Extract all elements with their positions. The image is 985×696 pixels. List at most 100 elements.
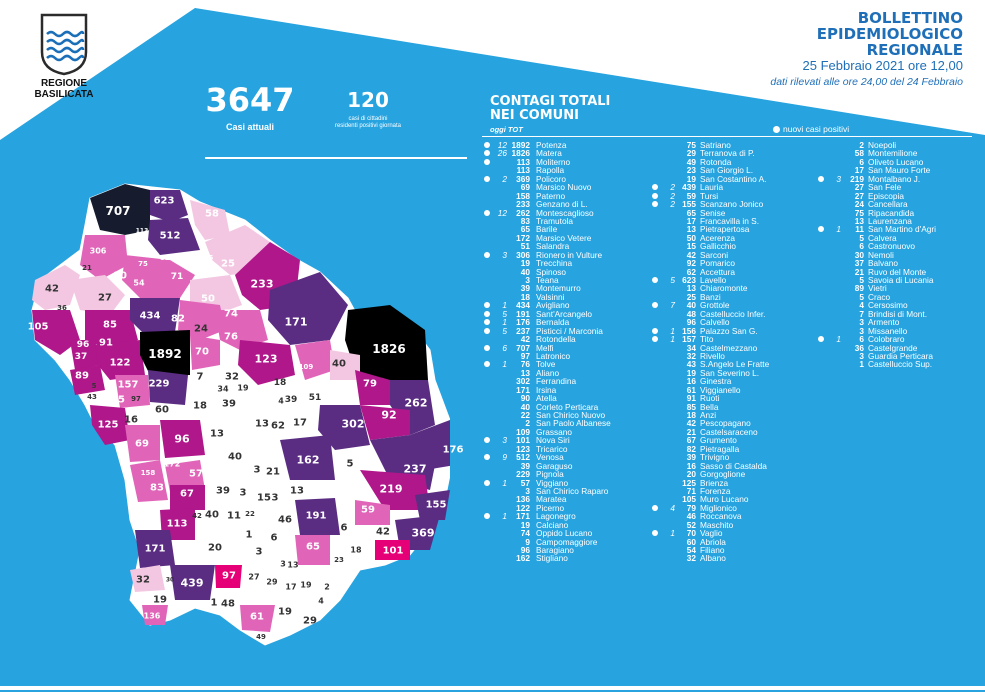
total-cases-value: 369 bbox=[516, 173, 530, 184]
total-cases-value: 75 bbox=[854, 207, 864, 218]
municipality-name: Viggianello bbox=[700, 384, 741, 395]
municipality-name: Teana bbox=[536, 275, 559, 285]
municipality-name: Pisticci / Marconia bbox=[536, 325, 603, 336]
municipality-row: 90 Atella bbox=[484, 394, 654, 403]
total-cases-value: 51 bbox=[520, 241, 530, 252]
total-cases-value: 49 bbox=[686, 156, 696, 167]
municipality-row: 20 Gorgoglione bbox=[652, 470, 822, 479]
map-case-count: 60 bbox=[155, 404, 169, 416]
municipality-row: 3 Armento bbox=[818, 318, 985, 327]
total-cases-value: 155 bbox=[682, 199, 696, 210]
total-cases-value: 27 bbox=[854, 182, 864, 193]
new-case-dot-icon bbox=[652, 530, 658, 537]
new-positives-stat: 120 casi di cittadini residenti positivi… bbox=[318, 88, 418, 130]
map-case-count: 51 bbox=[308, 393, 322, 403]
municipality-row: 1 171 Lagonegro bbox=[484, 512, 654, 521]
municipality-row: 5 191 Sant'Arcangelo bbox=[484, 309, 654, 318]
map-case-count: 2 bbox=[324, 582, 330, 592]
total-cases-value: 39 bbox=[686, 452, 696, 463]
total-cases-value: 82 bbox=[686, 443, 696, 454]
map-case-count: 19 bbox=[237, 383, 249, 393]
region-name: REGIONE BASILICATA bbox=[14, 78, 114, 100]
municipality-row: 40 Spinoso bbox=[484, 266, 654, 277]
municipality-name: Montemurro bbox=[536, 283, 581, 294]
map-case-count: 18 bbox=[273, 378, 287, 388]
total-cases-value: 52 bbox=[686, 519, 696, 530]
total-cases-value: 6 bbox=[859, 334, 864, 345]
total-cases-value: 42 bbox=[686, 418, 696, 429]
total-cases-value: 40 bbox=[520, 401, 530, 412]
municipality-name: Rivello bbox=[700, 350, 725, 361]
new-case-dot-icon bbox=[484, 158, 490, 165]
coat-of-arms-icon bbox=[40, 13, 88, 76]
municipality-row: 1 6 Colobraro bbox=[818, 334, 985, 345]
municipality-name: Montescaglioso bbox=[536, 207, 594, 218]
map-case-count: 109 bbox=[298, 363, 314, 371]
total-cases-value: 13 bbox=[686, 224, 696, 235]
municipality-name: Stigliano bbox=[536, 553, 568, 564]
map-svg bbox=[31, 183, 456, 646]
legend: nuovi casi positivi bbox=[773, 124, 849, 134]
municipality-name: Picerno bbox=[536, 502, 565, 513]
municipality-name: Grottole bbox=[700, 300, 730, 311]
municipality-row: 37 Balvano bbox=[818, 259, 985, 268]
total-cases-value: 623 bbox=[682, 275, 696, 285]
municipality-row: 2 155 Scanzano Jonico bbox=[652, 199, 822, 210]
total-cases-value: 40 bbox=[520, 266, 530, 277]
municipality-row: 18 Anzi bbox=[652, 410, 822, 420]
map-case-count: 39 bbox=[216, 485, 230, 497]
map-case-count: 27 bbox=[98, 292, 112, 304]
total-cases-value: 65 bbox=[686, 207, 696, 218]
map-case-count: 136 bbox=[143, 611, 161, 621]
total-cases-value: 17 bbox=[686, 215, 696, 226]
municipality-name: Vietri bbox=[868, 283, 887, 294]
municipality-row: 75 Ripacandida bbox=[818, 207, 985, 218]
total-cases-value: 42 bbox=[520, 334, 530, 345]
municipality-row: 49 Rotonda bbox=[652, 156, 822, 167]
municipality-name: Palazzo San G. bbox=[700, 325, 758, 336]
municipality-row: 3 San Chirico Raparo bbox=[484, 486, 654, 495]
municipality-row: 7 Brindisi di Mont. bbox=[818, 309, 985, 318]
municipality-name: Rotondella bbox=[536, 334, 576, 345]
map-case-count: 61 bbox=[250, 611, 264, 623]
municipality-row: 1 176 Bernalda bbox=[484, 317, 654, 328]
map-case-count: 17 bbox=[285, 582, 297, 592]
total-cases-value: 17 bbox=[854, 165, 864, 176]
municipality-row: 67 Grumento bbox=[652, 436, 822, 445]
municipality-name: Nova Siri bbox=[536, 435, 570, 446]
municipality-name: Maschito bbox=[700, 519, 734, 530]
municipality-name: San Fele bbox=[868, 182, 902, 193]
new-case-dot-icon bbox=[818, 226, 824, 233]
municipality-name: Trecchina bbox=[536, 258, 573, 269]
new-cases-value: 1 bbox=[670, 325, 675, 336]
municipality-name: Nemoli bbox=[868, 249, 894, 260]
municipality-name: Bernalda bbox=[536, 317, 570, 328]
map-case-count: 101 bbox=[382, 545, 404, 557]
map-case-count: 40 bbox=[228, 451, 242, 463]
municipality-row: 5 Savoia di Lucania bbox=[818, 276, 985, 285]
new-cases-value: 12 bbox=[497, 207, 507, 218]
total-cases-value: 2 bbox=[859, 140, 864, 150]
total-cases-value: 4 bbox=[859, 300, 864, 311]
total-cases-value: 1 bbox=[859, 359, 864, 370]
municipality-name: Roccanova bbox=[700, 511, 742, 522]
new-cases-value: 1 bbox=[502, 359, 507, 370]
map-case-count: 113 bbox=[166, 518, 188, 530]
map-case-count: 369 bbox=[411, 526, 435, 540]
total-cases-value: 22 bbox=[520, 410, 530, 420]
map-case-count: 25 bbox=[221, 258, 235, 270]
municipality-name: Paterno bbox=[536, 190, 566, 201]
total-cases-value: 306 bbox=[516, 249, 530, 260]
map-case-count: 52 bbox=[160, 254, 170, 262]
new-case-dot-icon bbox=[818, 175, 824, 182]
total-cases-value: 512 bbox=[516, 452, 530, 463]
total-cases-value: 18 bbox=[686, 410, 696, 420]
total-cases-value: 16 bbox=[686, 376, 696, 387]
total-cases-value: 65 bbox=[520, 224, 530, 235]
map-case-count: 1 bbox=[210, 597, 218, 609]
map-case-count: 30 bbox=[165, 576, 175, 584]
map-case-count: 39 bbox=[222, 398, 236, 410]
total-cases-value: 59 bbox=[686, 190, 696, 201]
municipality-name: Gallicchio bbox=[700, 241, 736, 252]
list-title: CONTAGI TOTALI NEI COMUNI bbox=[490, 95, 610, 123]
